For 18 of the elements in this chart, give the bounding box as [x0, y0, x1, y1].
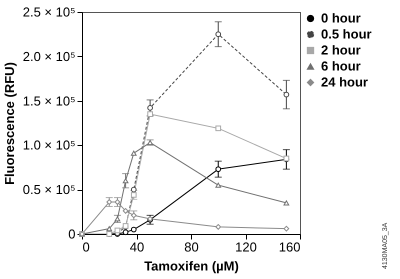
x-axis-title: Tamoxifen (µM) — [144, 258, 239, 274]
y-tick-label: 2.5 × 10⁵ — [22, 4, 76, 20]
y-tick-label: 1.0 × 10⁵ — [22, 138, 76, 153]
legend-label: 24 hour — [321, 74, 368, 90]
y-tick-label: 1.5 × 10⁵ — [22, 93, 76, 108]
x-tick-label: 80 — [184, 240, 199, 254]
y-tick-label: 0 — [68, 226, 76, 242]
x-tick-label: 120 — [235, 240, 257, 254]
legend-label: 0 hour — [321, 10, 361, 26]
x-tick-label: 40 — [130, 240, 144, 254]
legend-label: 2 hour — [321, 42, 361, 58]
legend-label: 0.5 hour — [321, 26, 372, 42]
x-tick-label: 0 — [82, 240, 90, 254]
y-tick-label: 2.0 × 10⁵ — [22, 48, 76, 64]
y-tick-label: 0.5 × 10⁵ — [22, 182, 76, 198]
y-axis-title: Fluorescence (RFU) — [2, 62, 17, 185]
legend-label: 6 hour — [321, 58, 361, 74]
x-tick-label: 160 — [278, 240, 300, 254]
